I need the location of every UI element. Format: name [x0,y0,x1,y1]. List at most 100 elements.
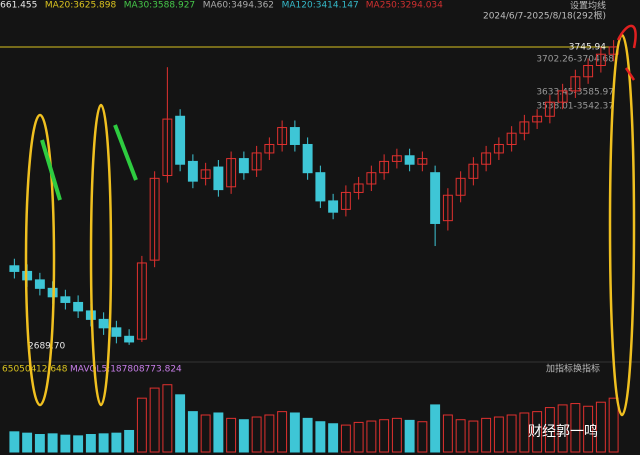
volume-bar [442,414,453,453]
candle-body [136,262,147,340]
candle-body [340,191,351,210]
candle-body [34,279,45,289]
date-range: 2024/6/7-2025/8/18(292根) [483,10,606,22]
candle-body [430,172,441,224]
volume-bar [455,419,466,453]
volume-bar [175,394,186,453]
candle-body [570,76,581,92]
candle-body [328,200,339,213]
volume-bar [213,412,224,453]
add-indicator[interactable]: 加指标 [546,363,573,375]
candle-body [175,115,186,165]
candle-body [213,166,224,191]
candle-body [506,132,517,145]
volume-bar [366,420,377,453]
volume-bar [519,412,530,453]
candle-body [264,143,275,154]
candle-body [532,115,543,123]
candle-body [187,160,198,182]
annotation-marker [616,24,637,81]
watermark: 财经郭一鸣 [528,423,598,440]
candle-body [366,172,377,185]
volume-bar [506,414,517,453]
volume-bar [430,404,441,453]
candle-body [595,53,606,66]
candle-body [417,158,428,165]
volume-bar [404,419,415,453]
volume-bar [9,431,20,453]
volume-bar [136,397,147,453]
annotation-arrows [40,124,138,201]
ma-label: MA30:3588.927 [124,1,195,11]
volume-bar [315,421,326,453]
candle-body [544,101,555,117]
volume-bar [238,419,249,453]
candle-body [519,121,530,134]
volume-bar [493,416,504,453]
volume-bar [595,401,606,453]
swap-indicator[interactable]: 换指标 [573,363,600,375]
volume-bar [47,433,58,453]
candle-body [493,143,504,154]
last-price: 3745.94 [569,43,606,53]
volume-bar [200,414,211,453]
candle-body [226,158,237,188]
volume-bar [468,420,479,453]
volume-bar [608,397,619,453]
volume-bar [328,423,339,453]
candle-body [391,155,402,162]
candle-body [557,90,568,103]
volume-bar [264,414,275,453]
volume-bar [162,384,173,453]
candle-body [583,64,594,78]
band-label: 3702.26-3704.68 [536,55,614,65]
volume-bar [111,432,122,453]
volume-bar [417,421,428,453]
volume-bar [481,417,492,453]
volume-bar [149,387,160,453]
candle-body [353,183,364,193]
volume-bar [353,421,364,453]
candle-body [481,152,492,165]
candle-body [379,160,390,174]
volume-bar [583,405,594,453]
candle-body [277,127,288,145]
candle-body [200,169,211,179]
candle-body [124,335,135,343]
ma-label: MA10:3661.455 [0,1,37,11]
band-label: 3538.01-3542.37 [536,102,614,112]
volume-bar [226,417,237,453]
ma-label: MA250:3294.034 [366,1,443,11]
volume-bar [302,417,313,453]
candle-body [302,143,313,174]
volume-bar [340,424,351,453]
candle-body [111,327,122,337]
volume-bar [73,435,84,453]
ma-label: MA120:3414.147 [282,1,359,11]
volume-bar [85,434,96,453]
ma-settings: 设置均线 [570,0,606,12]
candle-body [404,155,415,165]
volume-bar [277,411,288,453]
volume-bar [124,429,135,453]
volume-bar [391,417,402,453]
ma-legend: MA10:3661.455 MA20:3625.898 MA30:3588.927 M… [0,1,443,11]
candle-body [238,158,249,174]
volume-bar [60,434,71,453]
volume-bar [98,433,109,453]
volume-bar [379,419,390,453]
volume-bar [570,403,581,453]
mavol: MAVOL5:187808773.824 [70,365,182,375]
volume-bar [22,432,33,453]
candle-body [60,296,71,303]
candle-body [468,163,479,179]
candle-body [251,152,262,171]
plot [9,40,619,453]
candle-body [455,177,466,196]
candle-body [289,127,300,145]
volume-bar [557,404,568,453]
volume-bar [34,434,45,453]
volume-bar [187,411,198,453]
